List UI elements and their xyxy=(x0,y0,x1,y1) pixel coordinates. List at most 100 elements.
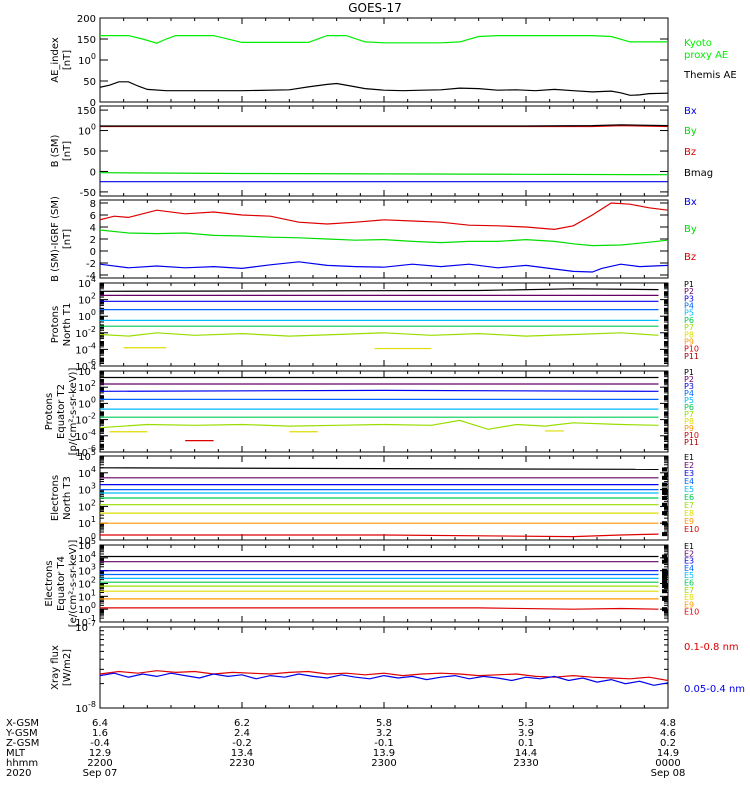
channel-end-marker xyxy=(662,475,667,480)
x-axis-row-value: 2330 xyxy=(513,758,538,769)
y-axis-label: B (SM)-IGRF (SM) xyxy=(50,196,61,282)
legend-entry: P11 xyxy=(684,438,699,447)
y-tick-label: -4 xyxy=(86,271,96,282)
panel-frame xyxy=(99,105,669,197)
legend-entry: P3 xyxy=(684,294,694,303)
x-axis-row-value: 2230 xyxy=(229,758,254,769)
legend-entry: Bz xyxy=(684,147,696,158)
x-axis-row-value: -0.4 xyxy=(90,738,110,749)
y-tick-label: 0 xyxy=(90,98,96,109)
legend-entry: E6 xyxy=(684,579,694,588)
legend-entry: P1 xyxy=(684,368,694,377)
legend-entry: Bx xyxy=(684,197,697,208)
y-tick-label: 101 xyxy=(78,515,96,530)
y-axis-label: Xray flux xyxy=(50,645,61,690)
y-tick-label: 104 xyxy=(78,550,96,565)
y-tick-label: 0 xyxy=(90,247,96,258)
y-tick-label: 50 xyxy=(83,77,96,88)
y-axis-label: [p/(cm²-s-sr-keV)] xyxy=(68,368,79,456)
legend-entry: P8 xyxy=(684,330,694,339)
legend-entry: Themis AE xyxy=(683,70,737,81)
legend-entry: E10 xyxy=(684,525,699,534)
y-tick-label: 0 xyxy=(90,167,96,178)
x-axis-row-value: 0.1 xyxy=(518,738,534,749)
x-axis-row-value: Sep 07 xyxy=(83,768,118,779)
x-axis-row-value: 2.4 xyxy=(234,728,250,739)
y-tick-label: 10-4 xyxy=(75,341,96,356)
legend-entry: Kyoto xyxy=(684,38,712,49)
series-line-kyoto-proxy-ae xyxy=(100,35,668,44)
y-tick-label: 10-2 xyxy=(75,325,96,340)
x-axis-row-value: 3.9 xyxy=(518,728,534,739)
legend-entry: P4 xyxy=(684,389,694,398)
channel-end-marker xyxy=(662,496,667,500)
panel-frame xyxy=(99,626,669,709)
y-tick-label: 101 xyxy=(78,588,96,603)
y-tick-label: 103 xyxy=(78,563,96,578)
legend-entry: P7 xyxy=(684,323,694,332)
series-line-0-05-0-4-nm xyxy=(100,672,668,686)
channel-end-marker xyxy=(662,596,667,601)
legend-entry: P10 xyxy=(684,431,699,440)
channel-end-marker xyxy=(662,490,667,495)
x-axis-row-value: 1.6 xyxy=(92,728,108,739)
legend-entry: P2 xyxy=(684,375,694,384)
x-axis-row-value: 14.4 xyxy=(515,748,537,759)
legend-entry: E7 xyxy=(684,586,694,595)
legend-entry: P2 xyxy=(684,287,694,296)
y-tick-label: 100 xyxy=(78,308,96,323)
legend-entry: E4 xyxy=(684,477,694,486)
x-axis-row-label: MLT xyxy=(6,748,26,759)
y-tick-label: 10-6 xyxy=(75,444,96,459)
plot-title: GOES-17 xyxy=(348,1,402,15)
x-axis-row-value: 5.3 xyxy=(518,718,534,729)
legend-entry: E7 xyxy=(684,501,694,510)
legend-entry: E3 xyxy=(684,557,694,566)
x-axis-row-label: Z-GSM xyxy=(6,738,39,749)
panel-2: -50 0 50 100 150 B (SM) [nT] Bx By Bz Bmag xyxy=(50,105,713,199)
legend-entry: Bz xyxy=(684,252,696,263)
y-tick-label: 103 xyxy=(78,482,96,497)
x-axis-row-value: 12.9 xyxy=(89,748,111,759)
y-axis-label: Electrons xyxy=(44,560,55,606)
legend-entry: P6 xyxy=(684,403,694,412)
x-axis-row-label: X-GSM xyxy=(6,718,39,729)
y-axis-label: [nT] xyxy=(62,229,73,249)
legend-entry: E1 xyxy=(684,542,694,551)
channel-end-marker xyxy=(662,559,667,564)
x-axis-row-value: 3.2 xyxy=(376,728,392,739)
series-line-e10 xyxy=(100,533,659,538)
channel-end-marker xyxy=(662,568,667,573)
x-axis-row-value: 0000 xyxy=(655,758,680,769)
x-axis-row-label: Y-GSM xyxy=(5,728,38,739)
y-tick-label: 10-8 xyxy=(75,700,96,715)
legend-entry: E8 xyxy=(684,593,694,602)
y-tick-label: 10-2 xyxy=(75,412,96,427)
x-axis-row-label: hhmm xyxy=(6,758,38,769)
legend-entry: E5 xyxy=(684,571,694,580)
y-tick-label: 102 xyxy=(78,292,96,307)
channel-end-marker xyxy=(662,532,667,537)
series-line-p1 xyxy=(100,288,659,292)
x-axis-row-value: 6.4 xyxy=(92,718,108,729)
legend-entry: P3 xyxy=(684,382,694,391)
y-axis-label: [e/(cm²-s-sr-keV)] xyxy=(68,540,79,628)
channel-end-marker xyxy=(662,467,667,472)
y-axis-label: Protons xyxy=(50,306,61,343)
series-line-bmag xyxy=(100,124,668,127)
x-axis-row-value: 2300 xyxy=(371,758,396,769)
legend-entry: P4 xyxy=(684,302,694,311)
y-tick-label: 100 xyxy=(78,123,96,138)
legend-entry: proxy AE xyxy=(684,50,728,61)
x-axis-row-value: 14.9 xyxy=(657,748,679,759)
x-axis-row-value: 13.9 xyxy=(373,748,395,759)
legend-entry: P1 xyxy=(684,280,694,289)
legend-entry: E9 xyxy=(684,600,694,609)
legend-entry: E8 xyxy=(684,509,694,518)
y-tick-label: 105 xyxy=(78,448,96,463)
y-tick-label: 150 xyxy=(77,106,96,117)
legend-entry: E4 xyxy=(684,564,694,573)
